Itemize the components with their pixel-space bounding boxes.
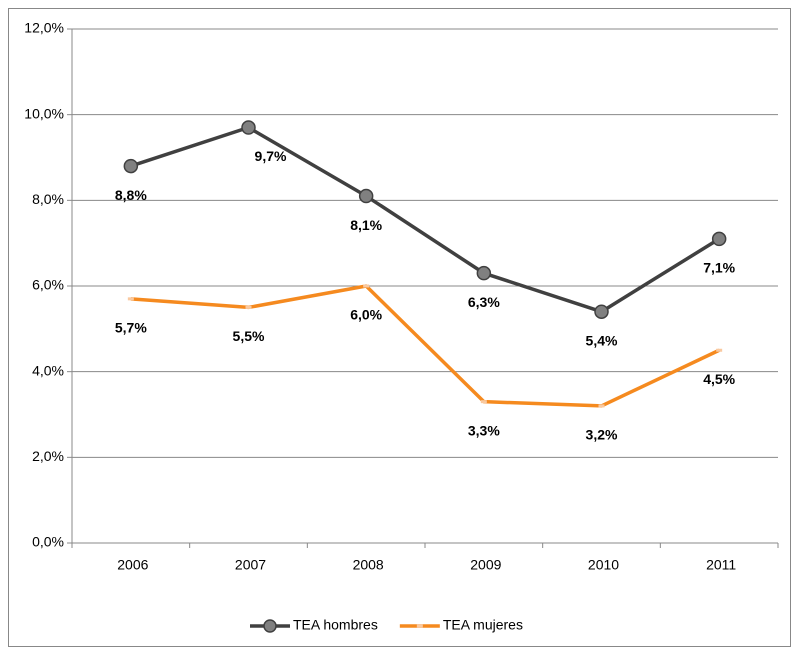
legend-label: TEA mujeres bbox=[443, 617, 523, 633]
data-label: 3,3% bbox=[468, 422, 500, 438]
data-label: 7,1% bbox=[703, 260, 735, 276]
point-marker bbox=[127, 297, 134, 301]
point-marker bbox=[711, 231, 727, 247]
data-label: 3,2% bbox=[586, 427, 618, 443]
y-tick-label: 2,0% bbox=[32, 448, 64, 464]
x-tick-label: 2008 bbox=[353, 557, 384, 573]
y-tick-label: 4,0% bbox=[32, 362, 64, 378]
x-tick-label: 2010 bbox=[588, 557, 619, 573]
point-marker bbox=[363, 284, 370, 288]
point-marker bbox=[123, 158, 139, 174]
y-tick-label: 6,0% bbox=[32, 277, 64, 293]
data-label: 5,7% bbox=[115, 320, 147, 336]
point-marker bbox=[716, 348, 723, 352]
x-tick-label: 2006 bbox=[117, 557, 148, 573]
data-label: 8,1% bbox=[350, 217, 382, 233]
data-label: 6,3% bbox=[468, 294, 500, 310]
point-marker bbox=[594, 304, 609, 319]
series-line bbox=[130, 284, 720, 408]
point-marker bbox=[476, 265, 492, 281]
legend-marker bbox=[263, 619, 277, 633]
point-marker bbox=[245, 305, 252, 309]
point-marker bbox=[598, 404, 605, 408]
point-marker bbox=[358, 188, 374, 204]
chart-border bbox=[8, 8, 791, 647]
point-marker bbox=[241, 120, 256, 135]
y-tick-label: 8,0% bbox=[32, 191, 64, 207]
data-label: 5,4% bbox=[586, 332, 618, 348]
series-line bbox=[130, 125, 721, 314]
data-label: 5,5% bbox=[233, 328, 265, 344]
data-label: 8,8% bbox=[115, 187, 147, 203]
x-tick-label: 2011 bbox=[706, 557, 736, 573]
data-label: 9,7% bbox=[255, 148, 287, 164]
y-tick-label: 10,0% bbox=[24, 105, 64, 121]
point-marker bbox=[480, 400, 487, 404]
data-label: 4,5% bbox=[703, 371, 735, 387]
legend-marker bbox=[416, 624, 423, 628]
y-tick-label: 0,0% bbox=[32, 534, 64, 550]
data-label: 6,0% bbox=[350, 307, 382, 323]
x-tick-label: 2007 bbox=[235, 557, 266, 573]
x-tick-label: 2009 bbox=[470, 557, 501, 573]
legend-label: TEA hombres bbox=[293, 617, 378, 633]
y-tick-label: 12,0% bbox=[24, 20, 64, 36]
